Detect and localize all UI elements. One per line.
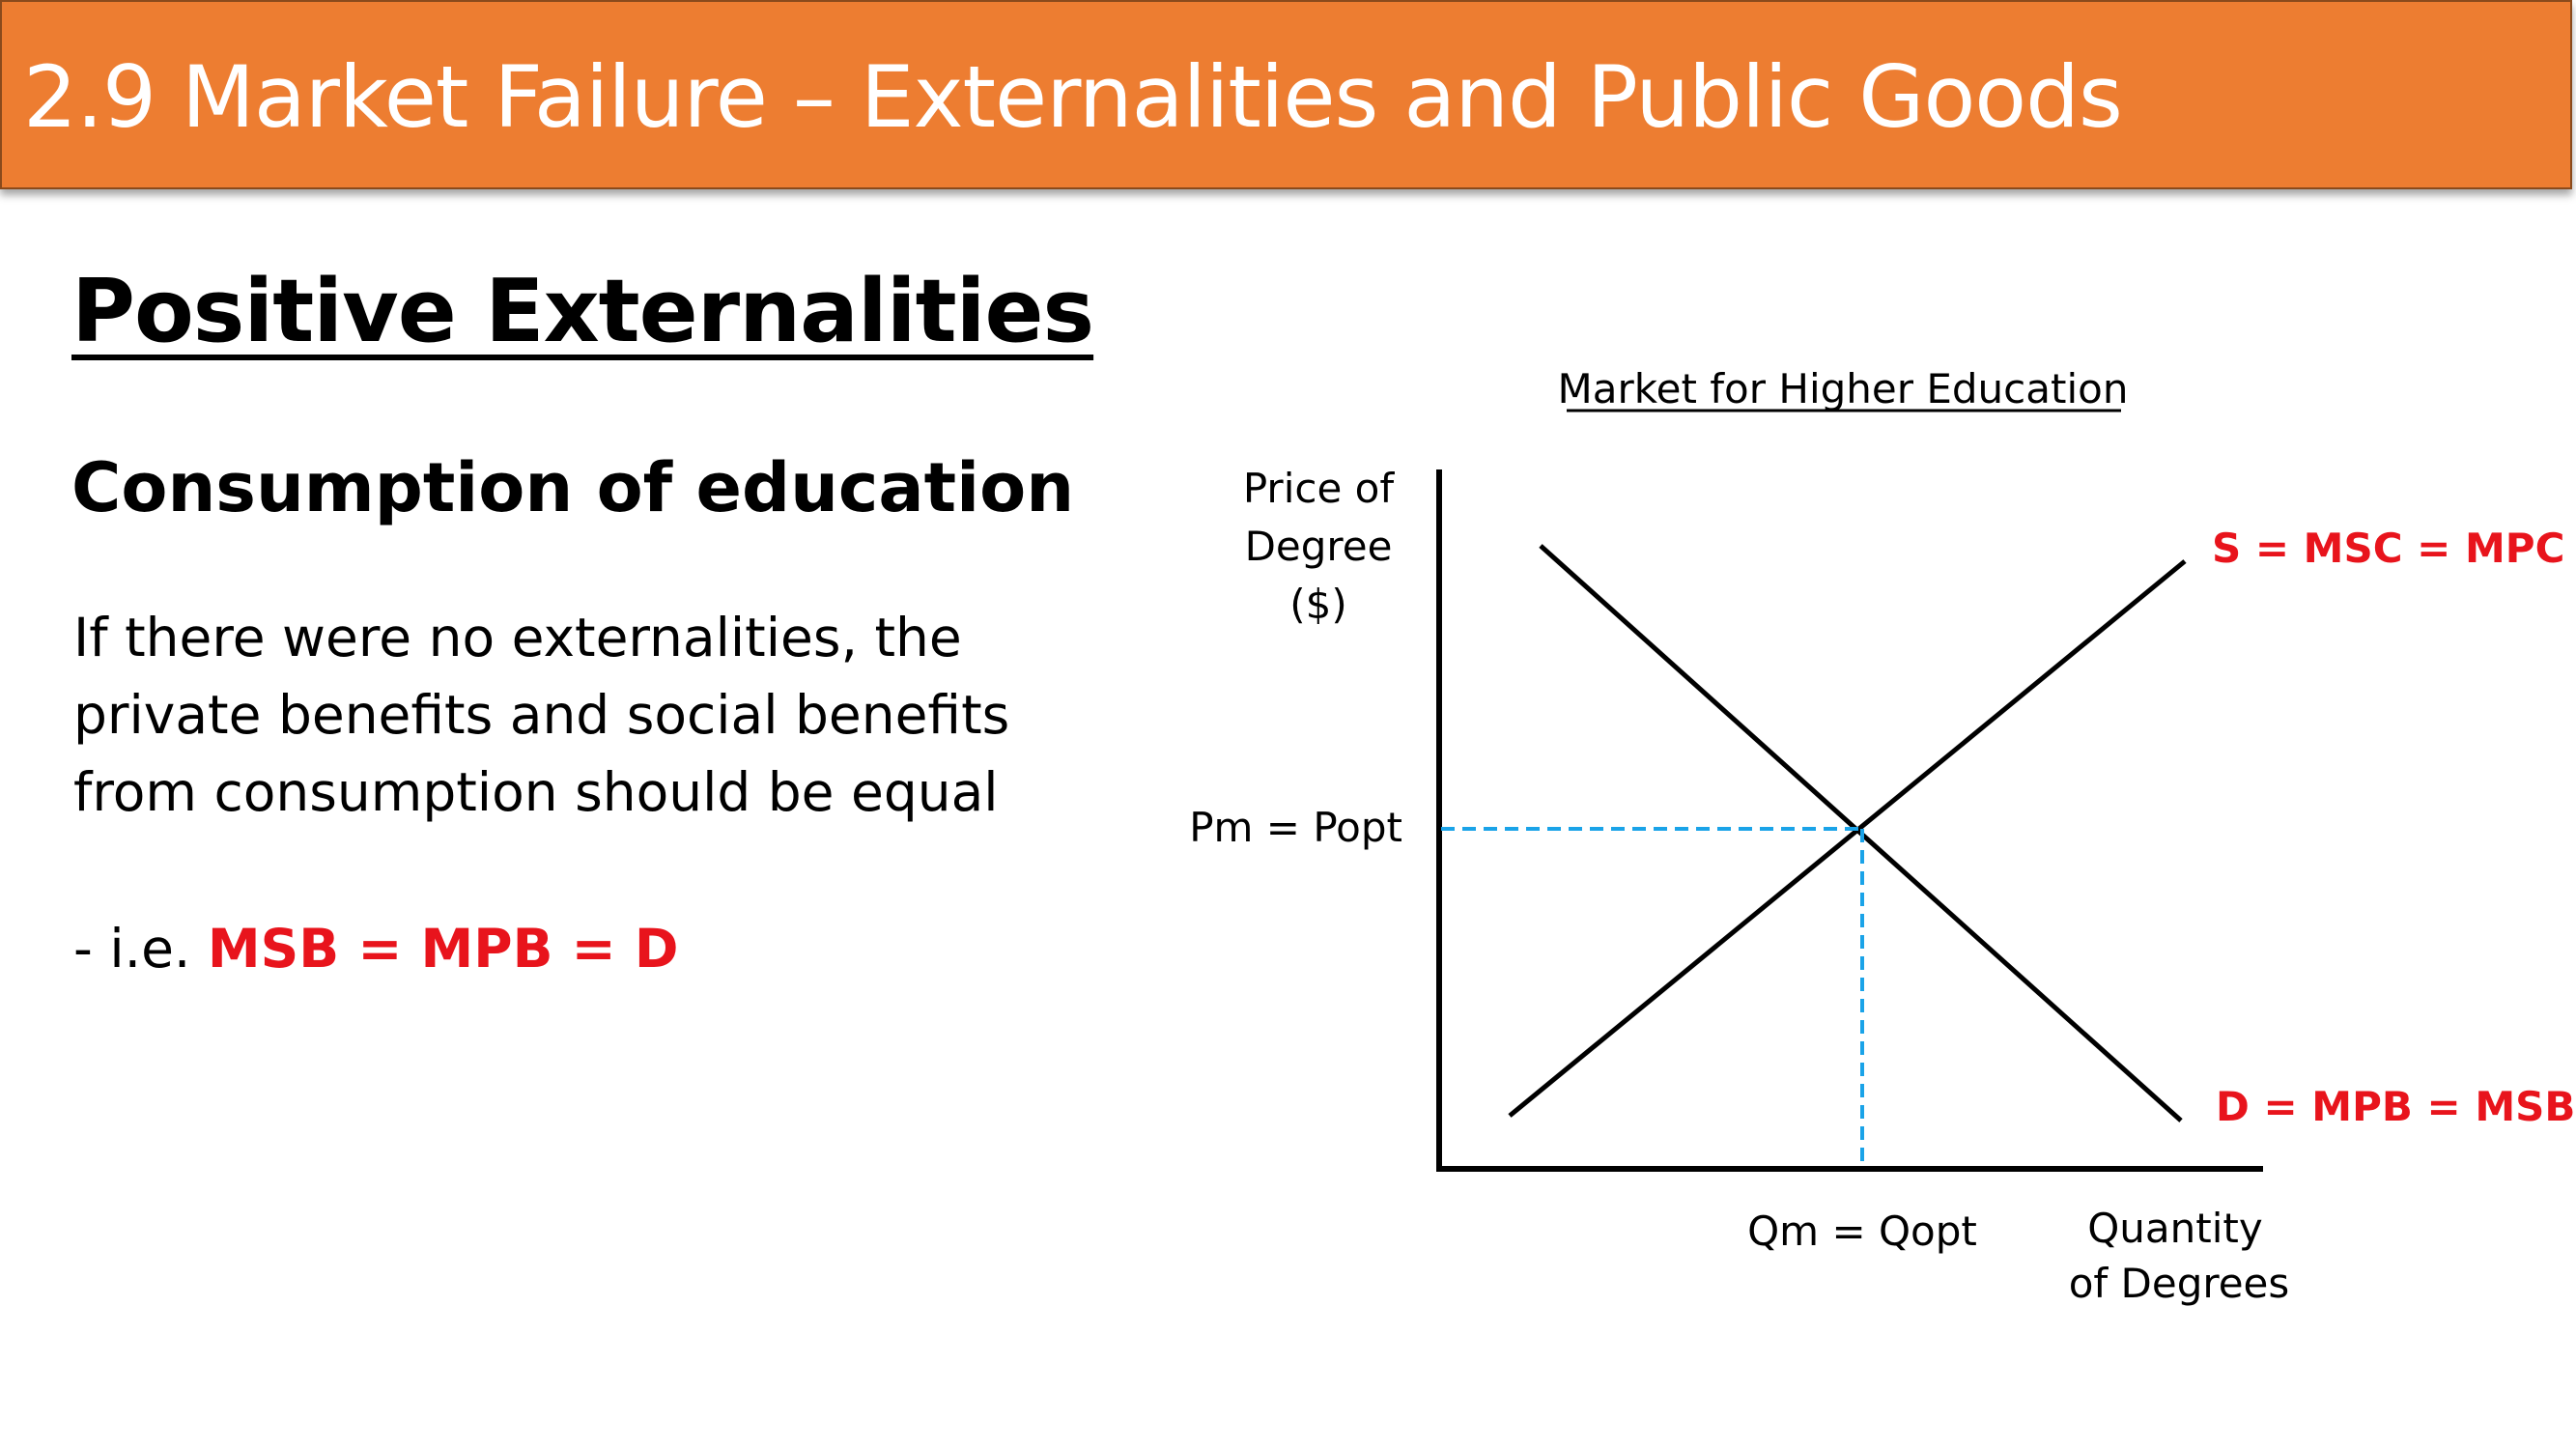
diagram-title: Market for Higher Education: [1558, 365, 2129, 412]
title-bar: 2.9 Market Failure – Externalities and P…: [0, 0, 2572, 189]
slide-title: 2.9 Market Failure – Externalities and P…: [23, 47, 2123, 147]
demand-curve-label: D = MPB = MSB: [2216, 1083, 2575, 1130]
section-heading: Positive Externalities: [71, 261, 1094, 362]
y-axis-label-line-3: ($): [1289, 581, 1347, 628]
y-axis-label-line-2: Degree: [1245, 523, 1393, 570]
equation-prefix: - i.e.: [73, 918, 208, 980]
x-axis-label-line-2: of Degrees: [2069, 1260, 2290, 1307]
quantity-label: Qm = Qopt: [1747, 1208, 1977, 1255]
price-label: Pm = Popt: [1189, 804, 1402, 851]
equation-text: MSB = MPB = D: [207, 918, 679, 980]
body-text: If there were no externalities, the priv…: [73, 599, 1059, 831]
y-axis-label-line-1: Price of: [1243, 465, 1396, 512]
body-line-1: If there were no externalities, the: [73, 607, 962, 668]
equation-line: - i.e. MSB = MPB = D: [73, 910, 679, 987]
body-line-2: private benefits and social benefits: [73, 684, 1010, 746]
supply-curve: [1508, 559, 2187, 1118]
body-line-3: from consumption should be equal: [73, 761, 999, 823]
x-axis-label-line-1: Quantity: [2087, 1205, 2263, 1252]
supply-curve-label: S = MSC = MPC: [2212, 525, 2564, 572]
subheading: Consumption of education: [71, 448, 1075, 527]
